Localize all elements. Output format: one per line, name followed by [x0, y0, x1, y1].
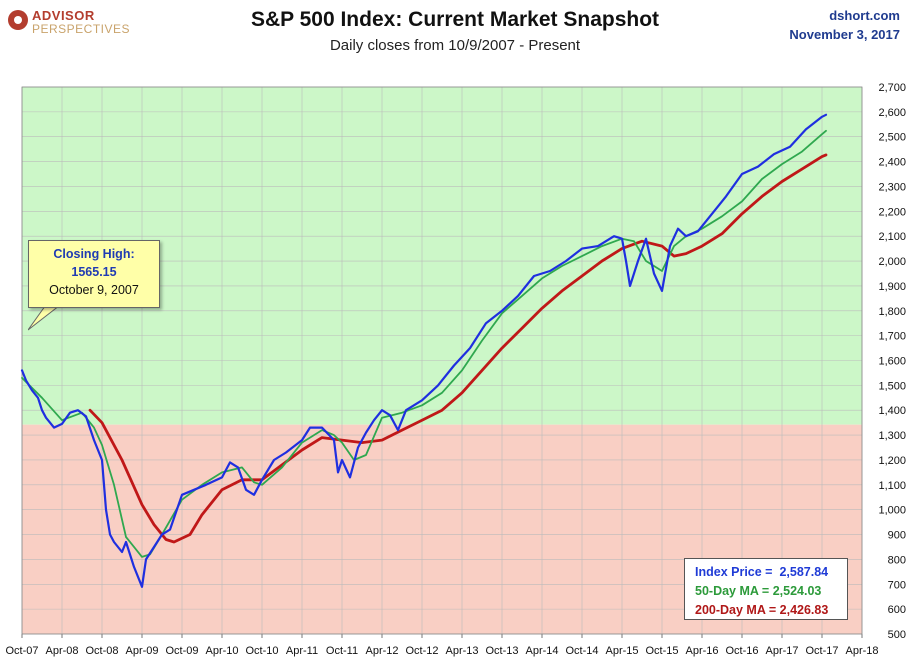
x-tick-label: Apr-14 — [525, 645, 558, 657]
y-tick-label: 800 — [888, 554, 906, 566]
y-tick-label: 1,900 — [878, 281, 906, 293]
x-tick-label: Apr-08 — [45, 645, 78, 657]
y-tick-label: 900 — [888, 530, 906, 542]
series-ma200-line — [88, 153, 828, 544]
y-tick-label: 2,100 — [878, 231, 906, 243]
x-tick-label: Oct-09 — [165, 645, 198, 657]
x-tick-label: Oct-11 — [326, 645, 358, 657]
y-tick-label: 1,000 — [878, 505, 906, 517]
y-tick-label: 2,500 — [878, 132, 906, 144]
y-tick-label: 2,200 — [878, 206, 906, 218]
advisor-perspectives-logo: ADVISOR PERSPECTIVES — [8, 8, 138, 38]
x-tick-label: Oct-07 — [5, 645, 38, 657]
x-tick-label: Apr-17 — [765, 645, 798, 657]
x-tick-label: Apr-10 — [205, 645, 238, 657]
y-tick-label: 600 — [888, 604, 906, 616]
stat-ma200: 200-Day MA = 2,426.83 — [695, 601, 847, 620]
x-tick-label: Apr-18 — [845, 645, 878, 657]
y-tick-label: 2,000 — [878, 256, 906, 268]
callout-date: October 9, 2007 — [49, 283, 139, 297]
x-tick-label: Apr-16 — [685, 645, 718, 657]
y-tick-label: 2,600 — [878, 107, 906, 119]
x-tick-label: Apr-15 — [605, 645, 638, 657]
y-tick-label: 2,700 — [878, 82, 906, 94]
stat-ma200-label: 200-Day MA = — [695, 603, 777, 617]
x-tick-label: Apr-13 — [445, 645, 478, 657]
y-tick-label: 500 — [888, 629, 906, 641]
y-tick-label: 1,300 — [878, 430, 906, 442]
y-tick-label: 1,800 — [878, 306, 906, 318]
stat-index-price-value: 2,587.84 — [779, 565, 829, 579]
stat-index-price: Index Price = 2,587.84 — [695, 563, 847, 582]
x-tick-label: Oct-10 — [245, 645, 278, 657]
logo-mark — [8, 10, 28, 30]
y-tick-label: 1,700 — [878, 331, 906, 343]
y-tick-label: 1,100 — [878, 480, 906, 492]
x-tick-label: Apr-12 — [365, 645, 398, 657]
y-tick-label: 1,500 — [878, 380, 906, 392]
y-tick-label: 2,400 — [878, 157, 906, 169]
chart-subtitle: Daily closes from 10/9/2007 - Present — [329, 37, 581, 54]
y-tick-label: 2,300 — [878, 181, 906, 193]
x-tick-label: Oct-12 — [405, 645, 438, 657]
x-tick-label: Apr-11 — [286, 645, 318, 657]
site-name: dshort.com — [829, 8, 900, 23]
stat-ma200-value: 2,426.83 — [779, 603, 829, 617]
stat-ma50-value: 2,524.03 — [772, 584, 822, 598]
zone-above-high — [22, 87, 862, 425]
callout-label: Closing High: — [53, 247, 135, 261]
y-tick-label: 1,200 — [878, 455, 906, 467]
x-tick-label: Oct-14 — [565, 645, 598, 657]
stat-ma50: 50-Day MA = 2,524.03 — [695, 582, 847, 601]
stat-index-price-label: Index Price = — [695, 565, 773, 579]
x-tick-label: Oct-15 — [645, 645, 678, 657]
series-ma50-line — [21, 129, 827, 558]
x-tick-label: Apr-09 — [125, 645, 158, 657]
y-tick-label: 1,400 — [878, 405, 906, 417]
plot-border — [21, 86, 863, 635]
x-tick-label: Oct-16 — [725, 645, 758, 657]
stat-ma50-label: 50-Day MA = — [695, 584, 770, 598]
y-tick-label: 700 — [888, 579, 906, 591]
x-tick-label: Oct-08 — [85, 645, 118, 657]
chart-title: S&P 500 Index: Current Market Snapshot — [250, 8, 660, 31]
y-tick-label: 1,600 — [878, 356, 906, 368]
logo-text-line2: PERSPECTIVES — [32, 22, 131, 36]
closing-high-callout: Closing High: 1565.15 October 9, 2007 — [28, 240, 160, 308]
callout-value: 1565.15 — [71, 265, 117, 279]
logo-text-line1: ADVISOR — [32, 8, 95, 23]
stats-box: Index Price = 2,587.84 50-Day MA = 2,524… — [684, 558, 848, 620]
x-tick-label: Oct-17 — [805, 645, 838, 657]
publish-date: November 3, 2017 — [789, 27, 900, 42]
series-index-price-line — [20, 113, 828, 588]
x-tick-label: Oct-13 — [485, 645, 518, 657]
